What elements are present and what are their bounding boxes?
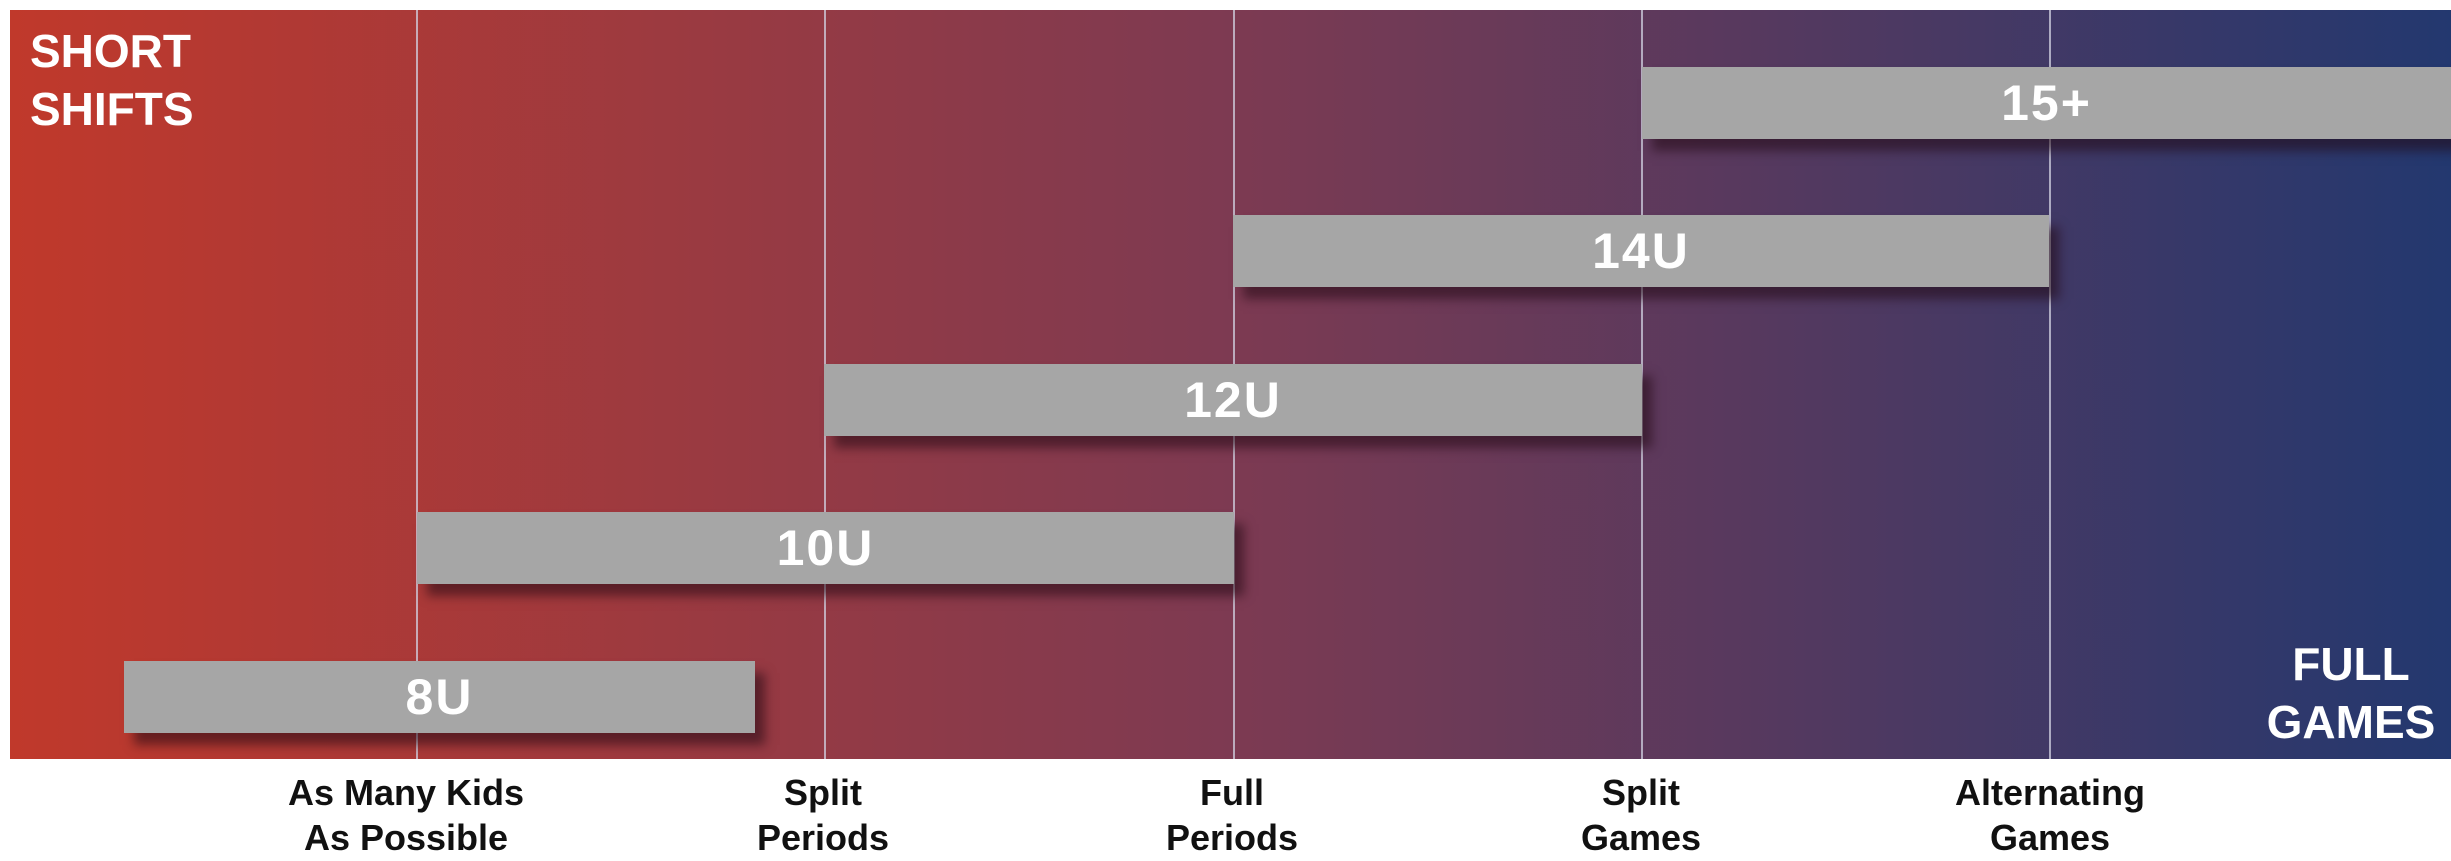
full-games-line2: GAMES [2266,696,2436,748]
axis-label-split-periods: Split Periods [757,770,889,860]
short-shifts-label: SHORT SHIFTS [30,22,194,138]
bar-10u: 10U [417,512,1234,584]
axis-label-line2: As Possible [303,817,509,858]
divider-line [1641,10,1643,759]
divider-line [2049,10,2051,759]
axis-label-line1: As Many Kids [287,772,525,813]
short-shifts-line2: SHIFTS [30,83,194,135]
axis-label-line1: Split [1601,772,1680,813]
axis-label-line2: Periods [756,817,890,858]
axis-label-line2: Periods [1165,817,1299,858]
bar-15-plus: 15+ [1642,67,2451,139]
short-shifts-line1: SHORT [30,25,191,77]
axis-label-line1: Full [1200,772,1264,813]
full-games-line1: FULL [2292,638,2410,690]
axis-label-alternating-games: Alternating Games [1955,770,2145,860]
axis-label-full-periods: Full Periods [1166,770,1298,860]
divider-line [416,10,418,759]
bar-14u: 14U [1233,215,2049,287]
axis-label-line2: Games [1580,817,1702,858]
bar-label: 14U [1592,223,1690,279]
axis-label-line1: Alternating [1954,772,2146,813]
axis-label-split-games: Split Games [1581,770,1701,860]
axis-label-line2: Games [1989,817,2111,858]
axis-label-as-many-kids: As Many Kids As Possible [288,770,524,860]
bar-label: 15+ [2001,75,2092,131]
gradient-panel: 8U 10U 12U 14U 15+ SHORT SHIFTS FULL GAM… [10,10,2451,759]
bar-label: 12U [1184,372,1282,428]
bar-label: 8U [405,669,474,725]
bar-8u: 8U [124,661,755,733]
bar-12u: 12U [824,364,1642,436]
axis-label-line1: Split [783,772,862,813]
bar-label: 10U [776,520,875,576]
full-games-label: FULL GAMES [2251,635,2451,751]
